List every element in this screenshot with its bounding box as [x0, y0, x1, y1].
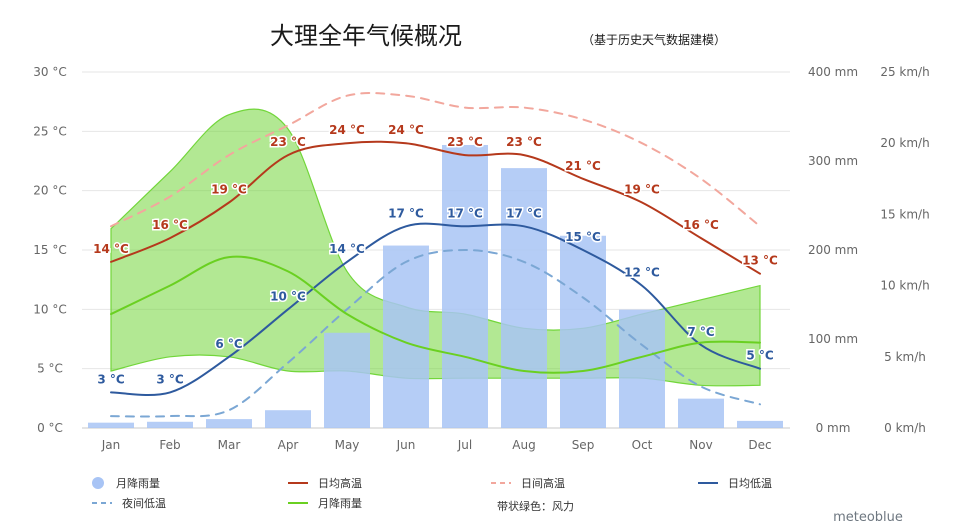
data-label: 21 °C — [565, 159, 601, 173]
x-tick-label: Aug — [512, 438, 535, 452]
temperature-tick-label: 10 °C — [33, 302, 66, 316]
wind-tick-label: 25 km/h — [880, 65, 929, 79]
precipitation-tick-label: 400 mm — [808, 65, 858, 79]
data-label: 6 °C — [215, 337, 243, 351]
legend-swatch — [92, 477, 104, 489]
data-label: 14 °C — [329, 242, 365, 256]
data-labels: 14 °C 16 °C 19 °C 23 °C 24 °C 24 °C 23 °C 23 °C… — [92, 122, 780, 388]
x-tick-label: Mar — [218, 438, 241, 452]
legend-label: 带状绿色：风力 — [497, 499, 574, 513]
chart-title: 大理全年气候概况 — [270, 22, 462, 50]
legend-label: 日均低温 — [728, 477, 772, 490]
temperature-tick-label: 0 °C — [37, 421, 63, 435]
legend-item[interactable]: 日均高温 — [288, 476, 362, 490]
data-label: 17 °C — [388, 206, 424, 220]
precipitation-bar — [324, 332, 370, 428]
precipitation-tick-label: 0 mm — [816, 421, 851, 435]
data-label: 16 °C — [683, 218, 719, 232]
legend-item[interactable]: 日间高温 — [491, 476, 565, 490]
data-label: 17 °C — [506, 206, 542, 220]
legend-label: 月降雨量 — [318, 496, 362, 510]
temperature-tick-label: 20 °C — [33, 184, 66, 198]
precipitation-bar — [501, 168, 547, 428]
data-label: 23 °C — [270, 135, 306, 149]
data-label: 16 °C — [152, 218, 188, 232]
precipitation-tick-label: 200 mm — [808, 243, 858, 257]
x-tick-label: Jan — [101, 438, 121, 452]
data-label: 13 °C — [742, 254, 778, 268]
wind-tick-label: 15 km/h — [880, 207, 929, 221]
data-label: 7 °C — [687, 325, 715, 339]
legend-item[interactable]: 月降雨量 — [92, 476, 160, 490]
data-label: 12 °C — [624, 266, 660, 280]
precipitation-bars — [88, 144, 783, 429]
legend-label: 月降雨量 — [116, 476, 160, 490]
x-tick-label: Dec — [748, 438, 771, 452]
temperature-tick-label: 5 °C — [37, 362, 63, 376]
precipitation-bar — [88, 422, 134, 428]
data-label: 23 °C — [506, 135, 542, 149]
series-lines — [110, 92, 761, 418]
wind-tick-label: 10 km/h — [880, 279, 929, 293]
x-tick-label: Apr — [278, 438, 299, 452]
data-label: 23 °C — [447, 135, 483, 149]
precipitation-bar — [265, 410, 311, 428]
legend-item[interactable]: 月降雨量 — [288, 496, 362, 510]
data-label: 3 °C — [97, 372, 125, 386]
precipitation-bar — [147, 421, 193, 428]
wind-tick-label: 5 km/h — [884, 350, 926, 364]
temperature-tick-label: 15 °C — [33, 243, 66, 257]
legend-item[interactable]: 日均低温 — [698, 477, 772, 490]
x-tick-label: Jun — [396, 438, 416, 452]
data-label: 17 °C — [447, 206, 483, 220]
data-label: 24 °C — [388, 123, 424, 137]
data-label: 19 °C — [211, 183, 247, 197]
x-tick-label: Jul — [457, 438, 472, 452]
legend-label: 日均高温 — [318, 476, 362, 490]
precipitation-bar — [619, 309, 665, 428]
temperature-axis: 0 °C 5 °C 10 °C 15 °C 20 °C 25 °C 30 °C — [33, 65, 66, 435]
precipitation-tick-label: 300 mm — [808, 154, 858, 168]
precipitation-bar — [560, 235, 606, 428]
x-tick-label: Oct — [632, 438, 653, 452]
precipitation-bar — [206, 419, 252, 428]
data-label: 24 °C — [329, 123, 365, 137]
x-tick-label: May — [335, 438, 360, 452]
precipitation-bar — [737, 420, 783, 428]
legend-label: 日间高温 — [521, 476, 565, 490]
precipitation-axis: 0 mm 100 mm 200 mm 300 mm 400 mm — [808, 65, 858, 435]
series-line — [110, 248, 761, 418]
wind-tick-label: 0 km/h — [884, 421, 926, 435]
x-tick-label: Feb — [159, 438, 180, 452]
temperature-tick-label: 30 °C — [33, 65, 66, 79]
series-line — [110, 140, 761, 275]
x-tick-label: Sep — [572, 438, 595, 452]
series-line — [110, 222, 761, 396]
precipitation-tick-label: 100 mm — [808, 332, 858, 346]
series-line — [110, 255, 761, 374]
data-label: 10 °C — [270, 289, 306, 303]
data-label: 19 °C — [624, 183, 660, 197]
data-label: 15 °C — [565, 230, 601, 244]
precipitation-bar — [442, 144, 488, 429]
legend-item[interactable]: 带状绿色：风力 — [497, 499, 574, 513]
data-label: 3 °C — [156, 372, 184, 386]
x-axis: Jan Feb Mar Apr May Jun Jul Aug Sep Oct Nov Dec — [101, 438, 772, 452]
data-label: 5 °C — [746, 349, 774, 363]
legend-item[interactable]: 夜间低温 — [92, 496, 166, 510]
wind-tick-label: 20 km/h — [880, 136, 929, 150]
series-line — [110, 92, 761, 228]
legend-label: 夜间低温 — [122, 496, 166, 510]
x-tick-label: Nov — [689, 438, 712, 452]
temperature-tick-label: 25 °C — [33, 124, 66, 138]
precipitation-bar — [678, 398, 724, 428]
data-label: 14 °C — [93, 242, 129, 256]
chart-subtitle: （基于历史天气数据建模） — [582, 32, 726, 47]
brand-label: meteoblue — [833, 510, 903, 525]
wind-axis: 0 km/h 5 km/h 10 km/h 15 km/h 20 km/h 25 km/h — [880, 65, 929, 435]
